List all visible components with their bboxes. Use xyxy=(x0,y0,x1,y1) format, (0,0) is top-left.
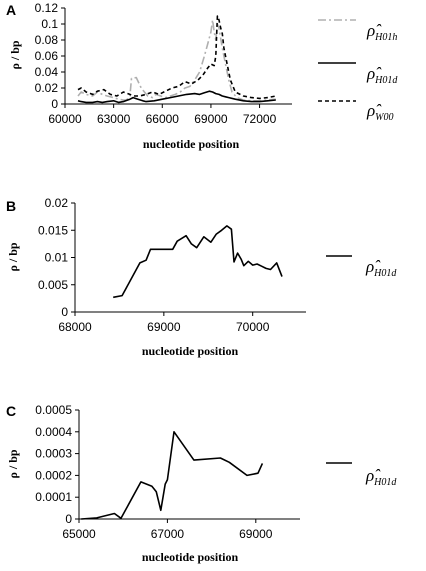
panel-c-legend: ρ̂H01d xyxy=(326,462,397,488)
legend-b-h01d-label: ρ̂H01d xyxy=(365,257,397,279)
panel-a-xtick-label: 63000 xyxy=(97,112,131,126)
panel-a-xtick-label: 72000 xyxy=(243,112,277,126)
panel-c-series-h01d-line xyxy=(81,430,264,520)
panel-b-ylabel: ρ / bp xyxy=(6,242,20,271)
panel-a-ytick-label: 0.04 xyxy=(35,65,59,79)
panel-a-letter: A xyxy=(6,2,16,18)
panel-b: B ρ / bp 0 0.005 0.01 0.015 0.02 68000 69000 7… xyxy=(6,196,397,358)
panel-b-legend: ρ̂H01d xyxy=(326,255,397,279)
panel-a: A ρ / bp 0 0.02 0.04 0.06 0.08 0.1 0.12 60000 6… xyxy=(6,1,398,151)
panel-a-ytick-label: 0.12 xyxy=(35,1,59,15)
panel-c: C ρ / bp 0 0.0001 0.0002 0.0003 0.0004 0.0005… xyxy=(6,403,397,564)
panel-a-xtick-label: 60000 xyxy=(48,112,82,126)
panel-a-ytick-label: 0 xyxy=(51,97,58,111)
panel-b-xtick-label: 69000 xyxy=(147,320,181,334)
panel-a-ytick-label: 0.1 xyxy=(41,17,58,31)
panel-b-ytick-label: 0.02 xyxy=(45,196,69,210)
panel-b-ytick-label: 0.01 xyxy=(45,251,69,265)
panel-b-xtick-label: 68000 xyxy=(58,320,92,334)
panel-a-series-h01d-line xyxy=(77,90,276,104)
panel-b-xlabel: nucleotide position xyxy=(142,344,239,358)
panel-c-xtick-label: 69000 xyxy=(239,527,273,541)
panel-c-ytick-label: 0.0004 xyxy=(35,425,72,439)
panel-c-ytick-label: 0 xyxy=(65,512,72,526)
panel-b-ytick-label: 0.005 xyxy=(38,278,68,292)
panel-c-ytick-label: 0.0003 xyxy=(35,447,72,461)
panel-c-xtick-label: 65000 xyxy=(62,527,96,541)
panel-c-letter: C xyxy=(6,403,16,419)
panel-a-ytick-label: 0.08 xyxy=(35,33,59,47)
legend-h01d-label: ρ̂H01d xyxy=(366,64,398,86)
panel-b-ytick-label: 0.015 xyxy=(38,223,68,237)
panel-b-xtick-label: 70000 xyxy=(236,320,270,334)
panel-b-ytick-label: 0 xyxy=(61,305,68,319)
panel-c-ytick-label: 0.0005 xyxy=(35,403,72,417)
panel-a-ytick-label: 0.02 xyxy=(35,81,59,95)
panel-c-ytick-label: 0.0002 xyxy=(35,468,72,482)
panel-c-ylabel: ρ / bp xyxy=(6,449,20,478)
panel-c-xtick-label: 67000 xyxy=(151,527,185,541)
panel-a-ytick-label: 0.06 xyxy=(35,49,59,63)
panel-a-xlabel: nucleotide position xyxy=(143,137,240,151)
panel-a-ylabel: ρ / bp xyxy=(8,40,22,69)
panel-b-series-h01d-line xyxy=(113,225,283,299)
panel-a-xtick-label: 66000 xyxy=(146,112,180,126)
panel-c-xlabel: nucleotide position xyxy=(142,550,239,564)
legend-w00-label: ρ̂W00 xyxy=(366,101,394,123)
legend-c-h01d-label: ρ̂H01d xyxy=(365,466,397,488)
panel-b-letter: B xyxy=(6,198,16,214)
legend-h01h-label: ρ̂H01h xyxy=(366,21,397,43)
panel-a-series-h01h-line xyxy=(77,19,276,102)
panel-a-xtick-label: 69000 xyxy=(194,112,228,126)
panel-c-ytick-label: 0.0001 xyxy=(35,490,72,504)
panel-a-series-w00-line xyxy=(77,15,276,100)
panel-a-legend: ρ̂H01h ρ̂H01d ρ̂W00 xyxy=(318,19,398,123)
